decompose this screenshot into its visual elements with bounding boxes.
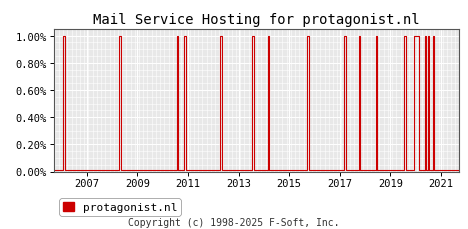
Text: Copyright (c) 1998-2025 F-Soft, Inc.: Copyright (c) 1998-2025 F-Soft, Inc. [128, 217, 340, 227]
Title: Mail Service Hosting for protagonist.nl: Mail Service Hosting for protagonist.nl [93, 13, 419, 27]
Legend: protagonist.nl: protagonist.nl [59, 199, 181, 216]
